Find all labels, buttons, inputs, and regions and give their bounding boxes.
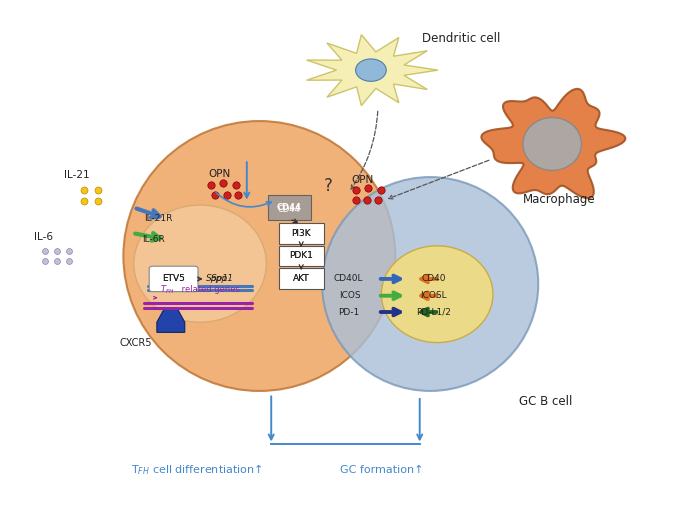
Point (92, 186, 103, 194)
Point (78, 197, 90, 205)
Text: ETV5: ETV5 (162, 274, 185, 284)
Text: CXCR5: CXCR5 (120, 337, 152, 348)
Text: AKT: AKT (293, 274, 309, 284)
Text: Spp1: Spp1 (211, 274, 234, 284)
Text: PDK1: PDK1 (289, 251, 313, 261)
FancyBboxPatch shape (279, 246, 323, 266)
Ellipse shape (523, 117, 582, 170)
Point (92, 197, 103, 205)
Text: PI3K: PI3K (291, 228, 311, 238)
Point (350, 186, 361, 194)
Text: PI3K: PI3K (291, 228, 311, 238)
Text: $T_{FH}$: $T_{FH}$ (160, 283, 175, 296)
Text: OPN: OPN (351, 175, 374, 185)
Ellipse shape (322, 177, 538, 391)
Text: IL-21R: IL-21R (144, 215, 172, 223)
Point (64, 247, 75, 255)
Point (232, 191, 244, 199)
Text: ICOSL: ICOSL (421, 291, 447, 300)
FancyBboxPatch shape (279, 268, 323, 289)
Text: OPN: OPN (209, 168, 231, 179)
Text: ICOS: ICOS (340, 291, 360, 300)
Text: ETV5: ETV5 (162, 274, 185, 284)
Point (39, 247, 50, 255)
Point (52, 247, 63, 255)
Text: T$_{FH}$ cell differentiation↑: T$_{FH}$ cell differentiation↑ (131, 462, 262, 477)
Text: IL-6R: IL-6R (142, 235, 164, 244)
Text: GC formation↑: GC formation↑ (340, 465, 423, 475)
Point (230, 181, 241, 189)
Point (52, 257, 63, 265)
Text: AKT: AKT (293, 274, 309, 284)
Polygon shape (307, 35, 438, 105)
Text: CD40: CD40 (421, 274, 446, 284)
Point (64, 257, 75, 265)
Circle shape (356, 59, 386, 81)
Text: CD44: CD44 (278, 205, 301, 214)
Text: ?: ? (323, 177, 332, 195)
Point (372, 196, 384, 204)
Text: Dendritic cell: Dendritic cell (422, 32, 500, 45)
Point (205, 181, 216, 189)
Text: related genes: related genes (179, 285, 240, 294)
Text: CD40L: CD40L (334, 274, 363, 284)
Text: Spp1: Spp1 (206, 274, 229, 284)
Text: GC B cell: GC B cell (519, 395, 572, 408)
Text: Macrophage: Macrophage (523, 194, 596, 206)
Point (210, 191, 221, 199)
Text: PD-1: PD-1 (338, 308, 359, 316)
Text: IL-6: IL-6 (34, 231, 52, 242)
Text: CD44: CD44 (277, 203, 302, 212)
Ellipse shape (134, 205, 266, 322)
FancyBboxPatch shape (267, 195, 311, 220)
Text: PD-L1/2: PD-L1/2 (416, 308, 451, 316)
Point (375, 186, 386, 194)
Text: IL-21: IL-21 (64, 169, 90, 180)
Ellipse shape (382, 246, 493, 343)
Point (221, 191, 232, 199)
Text: PDK1: PDK1 (289, 251, 313, 261)
Point (78, 186, 90, 194)
Point (218, 179, 229, 187)
Ellipse shape (123, 121, 395, 391)
Polygon shape (482, 89, 625, 198)
Point (363, 184, 374, 192)
FancyBboxPatch shape (149, 266, 198, 292)
Point (39, 257, 50, 265)
Polygon shape (157, 309, 185, 332)
Point (361, 196, 372, 204)
FancyBboxPatch shape (279, 223, 323, 244)
Point (350, 196, 361, 204)
